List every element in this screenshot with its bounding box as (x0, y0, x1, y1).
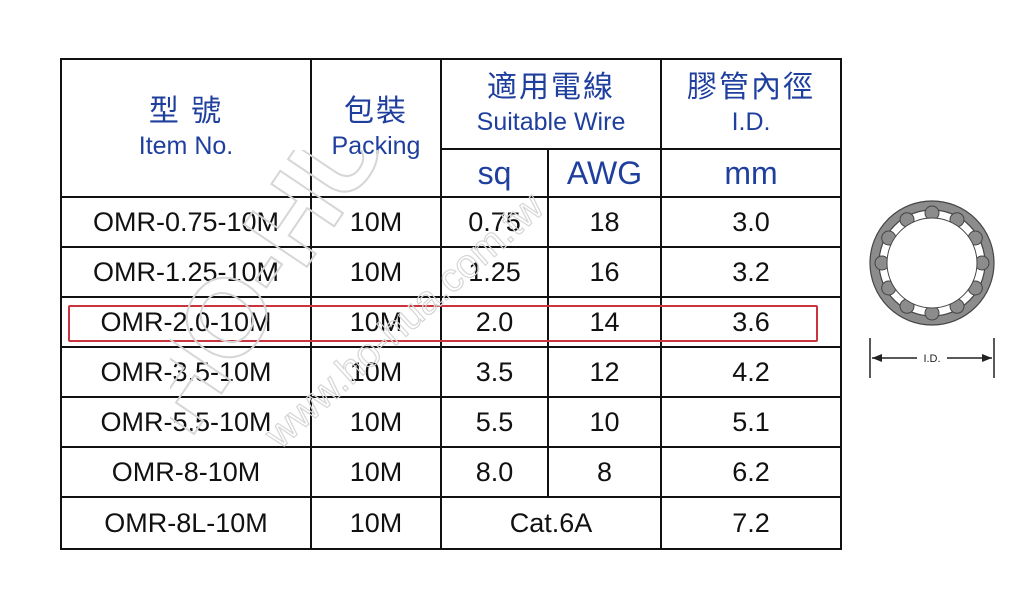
header-wire-zh: 適用電線 (487, 71, 615, 104)
tube-bore (886, 217, 978, 309)
awg-cell: 18 (546, 196, 663, 248)
item-no-cell: OMR-8-10M (60, 446, 312, 498)
table-row-highlighted: OMR-2.0-10M 10M 2.0 14 3.6 (60, 296, 843, 348)
table-row: OMR-1.25-10M 10M 1.25 16 3.2 (60, 246, 843, 298)
id-cell: 4.2 (660, 346, 843, 398)
table-row: OMR-8L-10M 10M Cat.6A 7.2 (60, 496, 843, 550)
packing-cell: 10M (310, 196, 442, 248)
sq-cell: 2.0 (440, 296, 549, 348)
item-no-cell: OMR-1.25-10M (60, 246, 312, 298)
product-spec-table: 型 號 Item No. 包裝 Packing 適用電線 Suitable Wi… (60, 58, 843, 550)
header-awg: AWG (546, 148, 663, 198)
item-no-cell: OMR-5.5-10M (60, 396, 312, 448)
arrowhead-right-icon (982, 354, 992, 362)
sq-cell: 8.0 (440, 446, 549, 498)
diagram-id-label: I.D. (923, 353, 940, 365)
packing-cell: 10M (310, 396, 442, 448)
header-item-no: 型 號 Item No. (60, 58, 312, 198)
awg-cell: 16 (546, 246, 663, 298)
header-packing-en: Packing (331, 132, 421, 160)
sq-cell: 0.75 (440, 196, 549, 248)
item-no-cell: OMR-0.75-10M (60, 196, 312, 248)
awg-cell: 8 (546, 446, 663, 498)
awg-cell: 14 (546, 296, 663, 348)
packing-cell: 10M (310, 346, 442, 398)
tube-cross-section-diagram: I.D. (869, 200, 995, 378)
header-packing: 包裝 Packing (310, 58, 442, 198)
id-cell: 5.1 (660, 396, 843, 448)
item-no-cell: OMR-2.0-10M (60, 296, 312, 348)
packing-cell: 10M (310, 496, 442, 550)
packing-cell: 10M (310, 296, 442, 348)
table-row: OMR-3.5-10M 10M 3.5 12 4.2 (60, 346, 843, 398)
awg-cell: 10 (546, 396, 663, 448)
header-wire-en: Suitable Wire (476, 108, 626, 136)
id-cell: 6.2 (660, 446, 843, 498)
header-sq: sq (440, 148, 549, 198)
header-mm: mm (660, 148, 843, 198)
header-suitable-wire: 適用電線 Suitable Wire (439, 58, 663, 150)
sq-cell: 1.25 (440, 246, 549, 298)
table-row: OMR-0.75-10M 10M 0.75 18 3.0 (60, 196, 843, 248)
sq-cell: 5.5 (440, 396, 549, 448)
table-row: OMR-5.5-10M 10M 5.5 10 5.1 (60, 396, 843, 448)
header-item-en: Item No. (138, 132, 234, 160)
sq-cell: 3.5 (440, 346, 549, 398)
header-id-zh: 膠管內徑 (687, 71, 816, 104)
arrowhead-left-icon (872, 354, 882, 362)
header-packing-zh: 包裝 (344, 95, 408, 128)
id-cell: 3.6 (660, 296, 843, 348)
table-row: OMR-8-10M 10M 8.0 8 6.2 (60, 446, 843, 498)
item-no-cell: OMR-3.5-10M (60, 346, 312, 398)
header-item-zh: 型 號 (148, 95, 224, 128)
id-cell: 3.2 (660, 246, 843, 298)
row-highlight-box (68, 305, 818, 342)
id-cell: 3.0 (660, 196, 843, 248)
wire-cell-merged: Cat.6A (439, 496, 663, 550)
packing-cell: 10M (310, 446, 442, 498)
id-cell: 7.2 (660, 496, 843, 550)
item-no-cell: OMR-8L-10M (60, 496, 312, 550)
packing-cell: 10M (310, 246, 442, 298)
awg-cell: 12 (546, 346, 663, 398)
header-inner-diameter: 膠管內徑 I.D. (660, 58, 843, 150)
header-id-en: I.D. (731, 108, 771, 136)
